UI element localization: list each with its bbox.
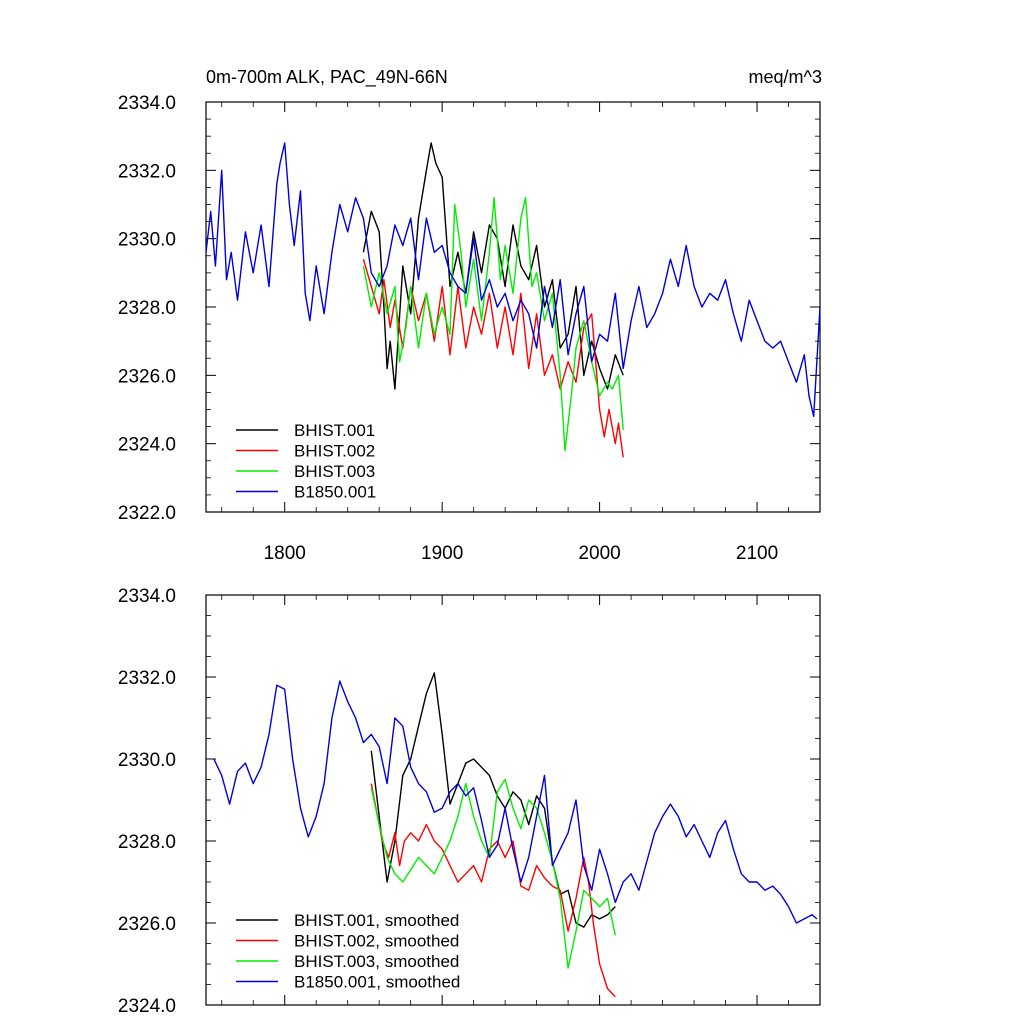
series-line-b1850-001 xyxy=(205,142,821,417)
x-tick-label: 1900 xyxy=(421,543,463,564)
y-axis-tick-labels: 2324.0 2326.0 2328.0 2330.0 2332.0 2334.0 xyxy=(118,586,176,1017)
y-tick-label: 2324.0 xyxy=(118,435,176,456)
series-line-bhist-001-smoothed xyxy=(370,672,616,928)
y-tick-label: 2332.0 xyxy=(118,668,176,689)
legend-label: BHIST.003, smoothed xyxy=(294,952,459,971)
major-ticks xyxy=(206,594,820,1006)
y-tick-label: 2334.0 xyxy=(118,93,176,114)
series-line-bhist-002-smoothed xyxy=(370,783,616,998)
x-tick-label: 1800 xyxy=(264,543,306,564)
x-tick-label: 2100 xyxy=(736,543,778,564)
minor-ticks xyxy=(206,595,821,1005)
legend-label: BHIST.001 xyxy=(294,421,375,440)
series-line-bhist-001 xyxy=(362,142,624,390)
legend-label: B1850.001, smoothed xyxy=(294,973,460,992)
series-lines xyxy=(213,672,818,998)
y-tick-label: 2330.0 xyxy=(118,750,176,771)
y-tick-label: 2322.0 xyxy=(118,503,176,524)
units-label: meq/m^3 xyxy=(749,67,822,87)
top-panel: 0m-700m ALK, PAC_49N-66N meq/m^3 2322.02… xyxy=(118,67,822,564)
y-tick-label: 2328.0 xyxy=(118,832,176,853)
legend-label: BHIST.001, smoothed xyxy=(294,911,459,930)
y-tick-label: 2326.0 xyxy=(118,914,176,935)
legend-label: BHIST.002 xyxy=(294,442,375,461)
bottom-panel: 2324.0 2326.0 2328.0 2330.0 2332.0 2334.0 BHI… xyxy=(118,586,821,1017)
y-tick-label: 2324.0 xyxy=(118,996,176,1017)
series-lines xyxy=(205,142,821,458)
legend-label: B1850.001 xyxy=(294,483,376,502)
legend-label: BHIST.002, smoothed xyxy=(294,932,459,951)
minor-ticks xyxy=(206,102,821,512)
series-line-bhist-003 xyxy=(362,196,624,452)
y-tick-label: 2334.0 xyxy=(118,586,176,607)
y-tick-label: 2326.0 xyxy=(118,366,176,387)
x-tick-label: 2000 xyxy=(578,543,620,564)
legend: BHIST.001, smoothed BHIST.002, smoothedBH… xyxy=(236,911,460,992)
series-line-b1850-001-smoothed xyxy=(213,680,818,924)
y-tick-label: 2328.0 xyxy=(118,298,176,319)
legend-label: BHIST.003 xyxy=(294,462,375,481)
series-line-bhist-003-smoothed xyxy=(370,778,616,969)
chart-title: 0m-700m ALK, PAC_49N-66N xyxy=(206,67,448,88)
x-axis-tick-labels: 1800 1900 2000 2100 xyxy=(264,543,779,564)
y-tick-label: 2330.0 xyxy=(118,230,176,251)
y-tick-label: 2332.0 xyxy=(118,161,176,182)
y-axis-tick-labels: 2322.0 2324.0 2326.0 2328.0 2330.0 2332.0 2334… xyxy=(118,93,176,524)
